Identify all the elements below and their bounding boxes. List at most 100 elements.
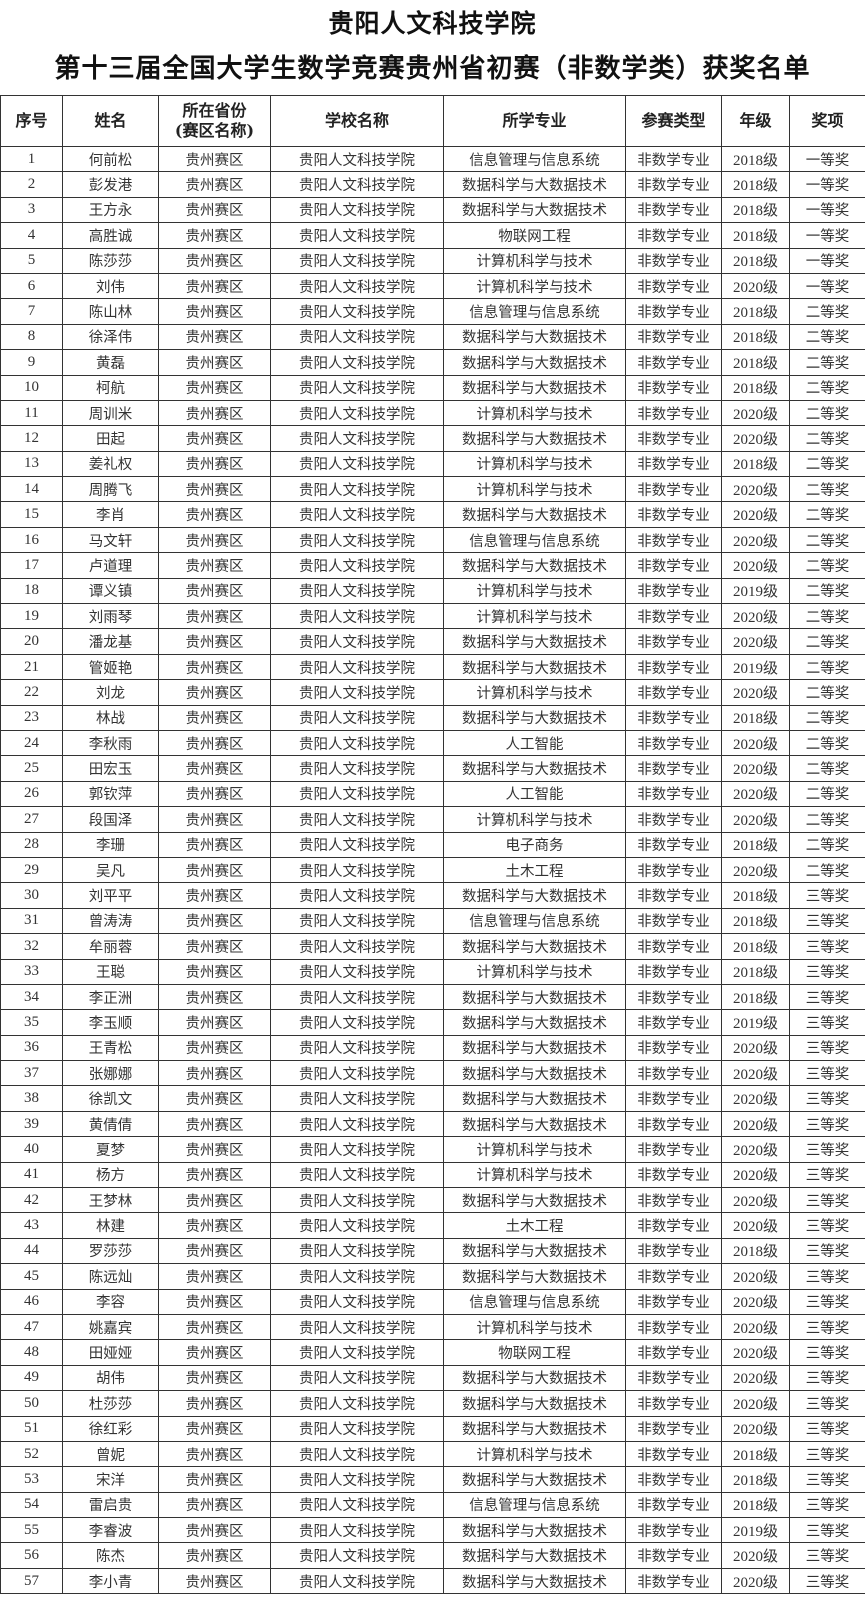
cell-category: 非数学专业 [625,349,722,376]
cell-category: 非数学专业 [625,1364,722,1392]
cell-major: 数据科学与大数据技术 [443,1542,626,1569]
cell-category: 非数学专业 [625,1390,722,1417]
column-header-seq: 序号 [0,95,63,147]
cell-school: 贵阳人文科技学院 [270,1390,444,1417]
cell-major: 物联网工程 [443,222,626,249]
cell-category: 非数学专业 [625,171,722,198]
cell-category: 非数学专业 [625,780,722,808]
cell-seq: 10 [0,374,63,401]
cell-seq: 25 [0,755,63,782]
table-row: 30 刘平平 贵州赛区 贵阳人文科技学院 数据科学与大数据技术 非数学专业 2018级 三等奖 [0,882,865,909]
cell-seq: 47 [0,1313,63,1341]
cell-region: 贵州赛区 [158,247,271,274]
cell-major: 计算机科学与技术 [443,1313,626,1341]
cell-category: 非数学专业 [625,247,722,274]
cell-seq: 28 [0,831,63,858]
cell-seq: 29 [0,856,63,884]
cell-seq: 43 [0,1212,63,1239]
cell-major: 数据科学与大数据技术 [443,755,626,782]
cell-region: 贵州赛区 [158,1517,271,1544]
cell-award: 三等奖 [789,983,865,1011]
table-row: 23 林战 贵州赛区 贵阳人文科技学院 数据科学与大数据技术 非数学专业 2018级 二等奖 [0,704,865,731]
cell-region: 贵州赛区 [158,958,271,985]
cell-major: 数据科学与大数据技术 [443,1009,626,1036]
cell-category: 非数学专业 [625,450,722,478]
cell-grade: 2020级 [721,1390,790,1417]
column-header-category: 参赛类型 [625,95,722,147]
cell-name: 李秋雨 [62,729,159,757]
cell-seq: 17 [0,552,63,579]
cell-award: 三等奖 [789,1237,865,1265]
cell-grade: 2020级 [721,755,790,782]
cell-school: 贵阳人文科技学院 [270,272,444,300]
cell-award: 二等奖 [789,425,865,452]
document-title: 贵阳人文科技学院 [328,9,537,38]
cell-school: 贵阳人文科技学院 [270,1466,444,1493]
cell-major: 数据科学与大数据技术 [443,323,626,351]
cell-major: 电子商务 [443,831,626,858]
cell-major: 人工智能 [443,729,626,757]
cell-seq: 21 [0,653,63,681]
cell-award: 三等奖 [789,1491,865,1519]
award-table: 序号 姓名 所在省份 (赛区名称) 学校名称 所学专业 参赛类型 年级 奖项 1 何前松 贵州赛区… [0,95,865,1595]
cell-name: 陈莎莎 [62,247,159,274]
cell-name: 姜礼权 [62,450,159,478]
cell-award: 二等奖 [789,501,865,528]
cell-seq: 6 [0,272,63,300]
cell-award: 三等奖 [789,1009,865,1036]
cell-category: 非数学专业 [625,476,722,503]
cell-name: 李睿波 [62,1517,159,1544]
cell-category: 非数学专业 [625,425,722,452]
cell-grade: 2018级 [721,1237,790,1265]
cell-award: 三等奖 [789,1440,865,1468]
cell-grade: 2020级 [721,1288,790,1315]
cell-category: 非数学专业 [625,1009,722,1036]
cell-name: 段国泽 [62,806,159,833]
cell-category: 非数学专业 [625,1263,722,1290]
cell-award: 二等奖 [789,704,865,731]
cell-name: 何前松 [62,145,159,173]
cell-name: 柯航 [62,374,159,401]
table-row: 1 何前松 贵州赛区 贵阳人文科技学院 信息管理与信息系统 非数学专业 2018级 一等奖 [0,145,865,173]
cell-award: 三等奖 [789,1466,865,1493]
cell-grade: 2019级 [721,653,790,681]
cell-region: 贵州赛区 [158,907,271,935]
cell-grade: 2020级 [721,476,790,503]
cell-award: 二等奖 [789,780,865,808]
table-row: 14 周腾飞 贵州赛区 贵阳人文科技学院 计算机科学与技术 非数学专业 2020级 二等奖 [0,476,865,503]
cell-region: 贵州赛区 [158,1440,271,1468]
cell-region: 贵州赛区 [158,425,271,452]
table-row: 24 李秋雨 贵州赛区 贵阳人文科技学院 人工智能 非数学专业 2020级 二等奖 [0,729,865,757]
cell-grade: 2020级 [721,552,790,579]
cell-region: 贵州赛区 [158,1187,271,1214]
cell-grade: 2020级 [721,780,790,808]
cell-major: 计算机科学与技术 [443,399,626,427]
cell-region: 贵州赛区 [158,323,271,351]
cell-grade: 2020级 [721,1567,790,1595]
cell-category: 非数学专业 [625,603,722,630]
cell-category: 非数学专业 [625,222,722,249]
cell-award: 三等奖 [789,1060,865,1087]
cell-award: 二等奖 [789,323,865,351]
cell-school: 贵阳人文科技学院 [270,1288,444,1315]
cell-school: 贵阳人文科技学院 [270,1440,444,1468]
cell-region: 贵州赛区 [158,1466,271,1493]
cell-grade: 2020级 [721,272,790,300]
column-header-grade: 年级 [721,95,790,147]
cell-school: 贵阳人文科技学院 [270,476,444,503]
table-row: 42 王梦林 贵州赛区 贵阳人文科技学院 数据科学与大数据技术 非数学专业 2020级 三等奖 [0,1187,865,1214]
table-row: 25 田宏玉 贵州赛区 贵阳人文科技学院 数据科学与大数据技术 非数学专业 2020级 二等奖 [0,755,865,782]
cell-grade: 2020级 [721,1136,790,1163]
cell-school: 贵阳人文科技学院 [270,1567,444,1595]
cell-seq: 12 [0,425,63,452]
cell-major: 数据科学与大数据技术 [443,1187,626,1214]
table-row: 11 周训米 贵州赛区 贵阳人文科技学院 计算机科学与技术 非数学专业 2020级 二等奖 [0,399,865,427]
table-row: 37 张娜娜 贵州赛区 贵阳人文科技学院 数据科学与大数据技术 非数学专业 2020级 三等奖 [0,1060,865,1087]
cell-grade: 2019级 [721,1517,790,1544]
cell-region: 贵州赛区 [158,196,271,224]
cell-name: 牟丽蓉 [62,933,159,960]
cell-grade: 2020级 [721,1110,790,1138]
cell-category: 非数学专业 [625,679,722,706]
cell-school: 贵阳人文科技学院 [270,1339,444,1366]
table-row: 17 卢道理 贵州赛区 贵阳人文科技学院 数据科学与大数据技术 非数学专业 2020级 二等奖 [0,552,865,579]
